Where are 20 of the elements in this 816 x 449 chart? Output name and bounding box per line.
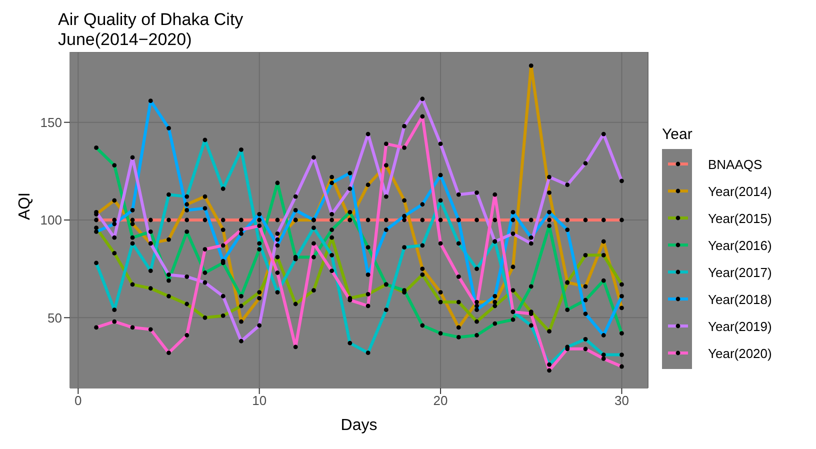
y-axis-title: AQI <box>16 192 34 220</box>
x-axis-title: Days <box>340 417 378 434</box>
legend-label: Year(2014) <box>702 184 772 198</box>
legend-label: Year(2020) <box>702 346 772 360</box>
legend-label: BNAAQS <box>702 156 762 172</box>
x-tick-label: 0 <box>74 393 82 408</box>
y-tick-label: 100 <box>40 212 62 228</box>
chart-title: Air Quality of Dhaka City <box>58 10 244 30</box>
x-tick-label: 10 <box>252 393 267 408</box>
chart-subtitle: June(2014−2020) <box>58 30 193 50</box>
legend-label: Year(2017) <box>702 264 772 280</box>
x-tick-label: 30 <box>614 393 629 408</box>
legend-label: Year(2015) <box>702 210 772 226</box>
y-tick-label: 50 <box>48 310 62 326</box>
legend-label: Year(2018) <box>702 292 772 306</box>
legend-label: Year(2019) <box>702 318 772 334</box>
legend-title: Year <box>662 126 694 142</box>
x-tick-label: 20 <box>433 393 448 408</box>
y-tick-label: 150 <box>40 114 62 130</box>
legend-label: Year(2016) <box>702 238 772 252</box>
